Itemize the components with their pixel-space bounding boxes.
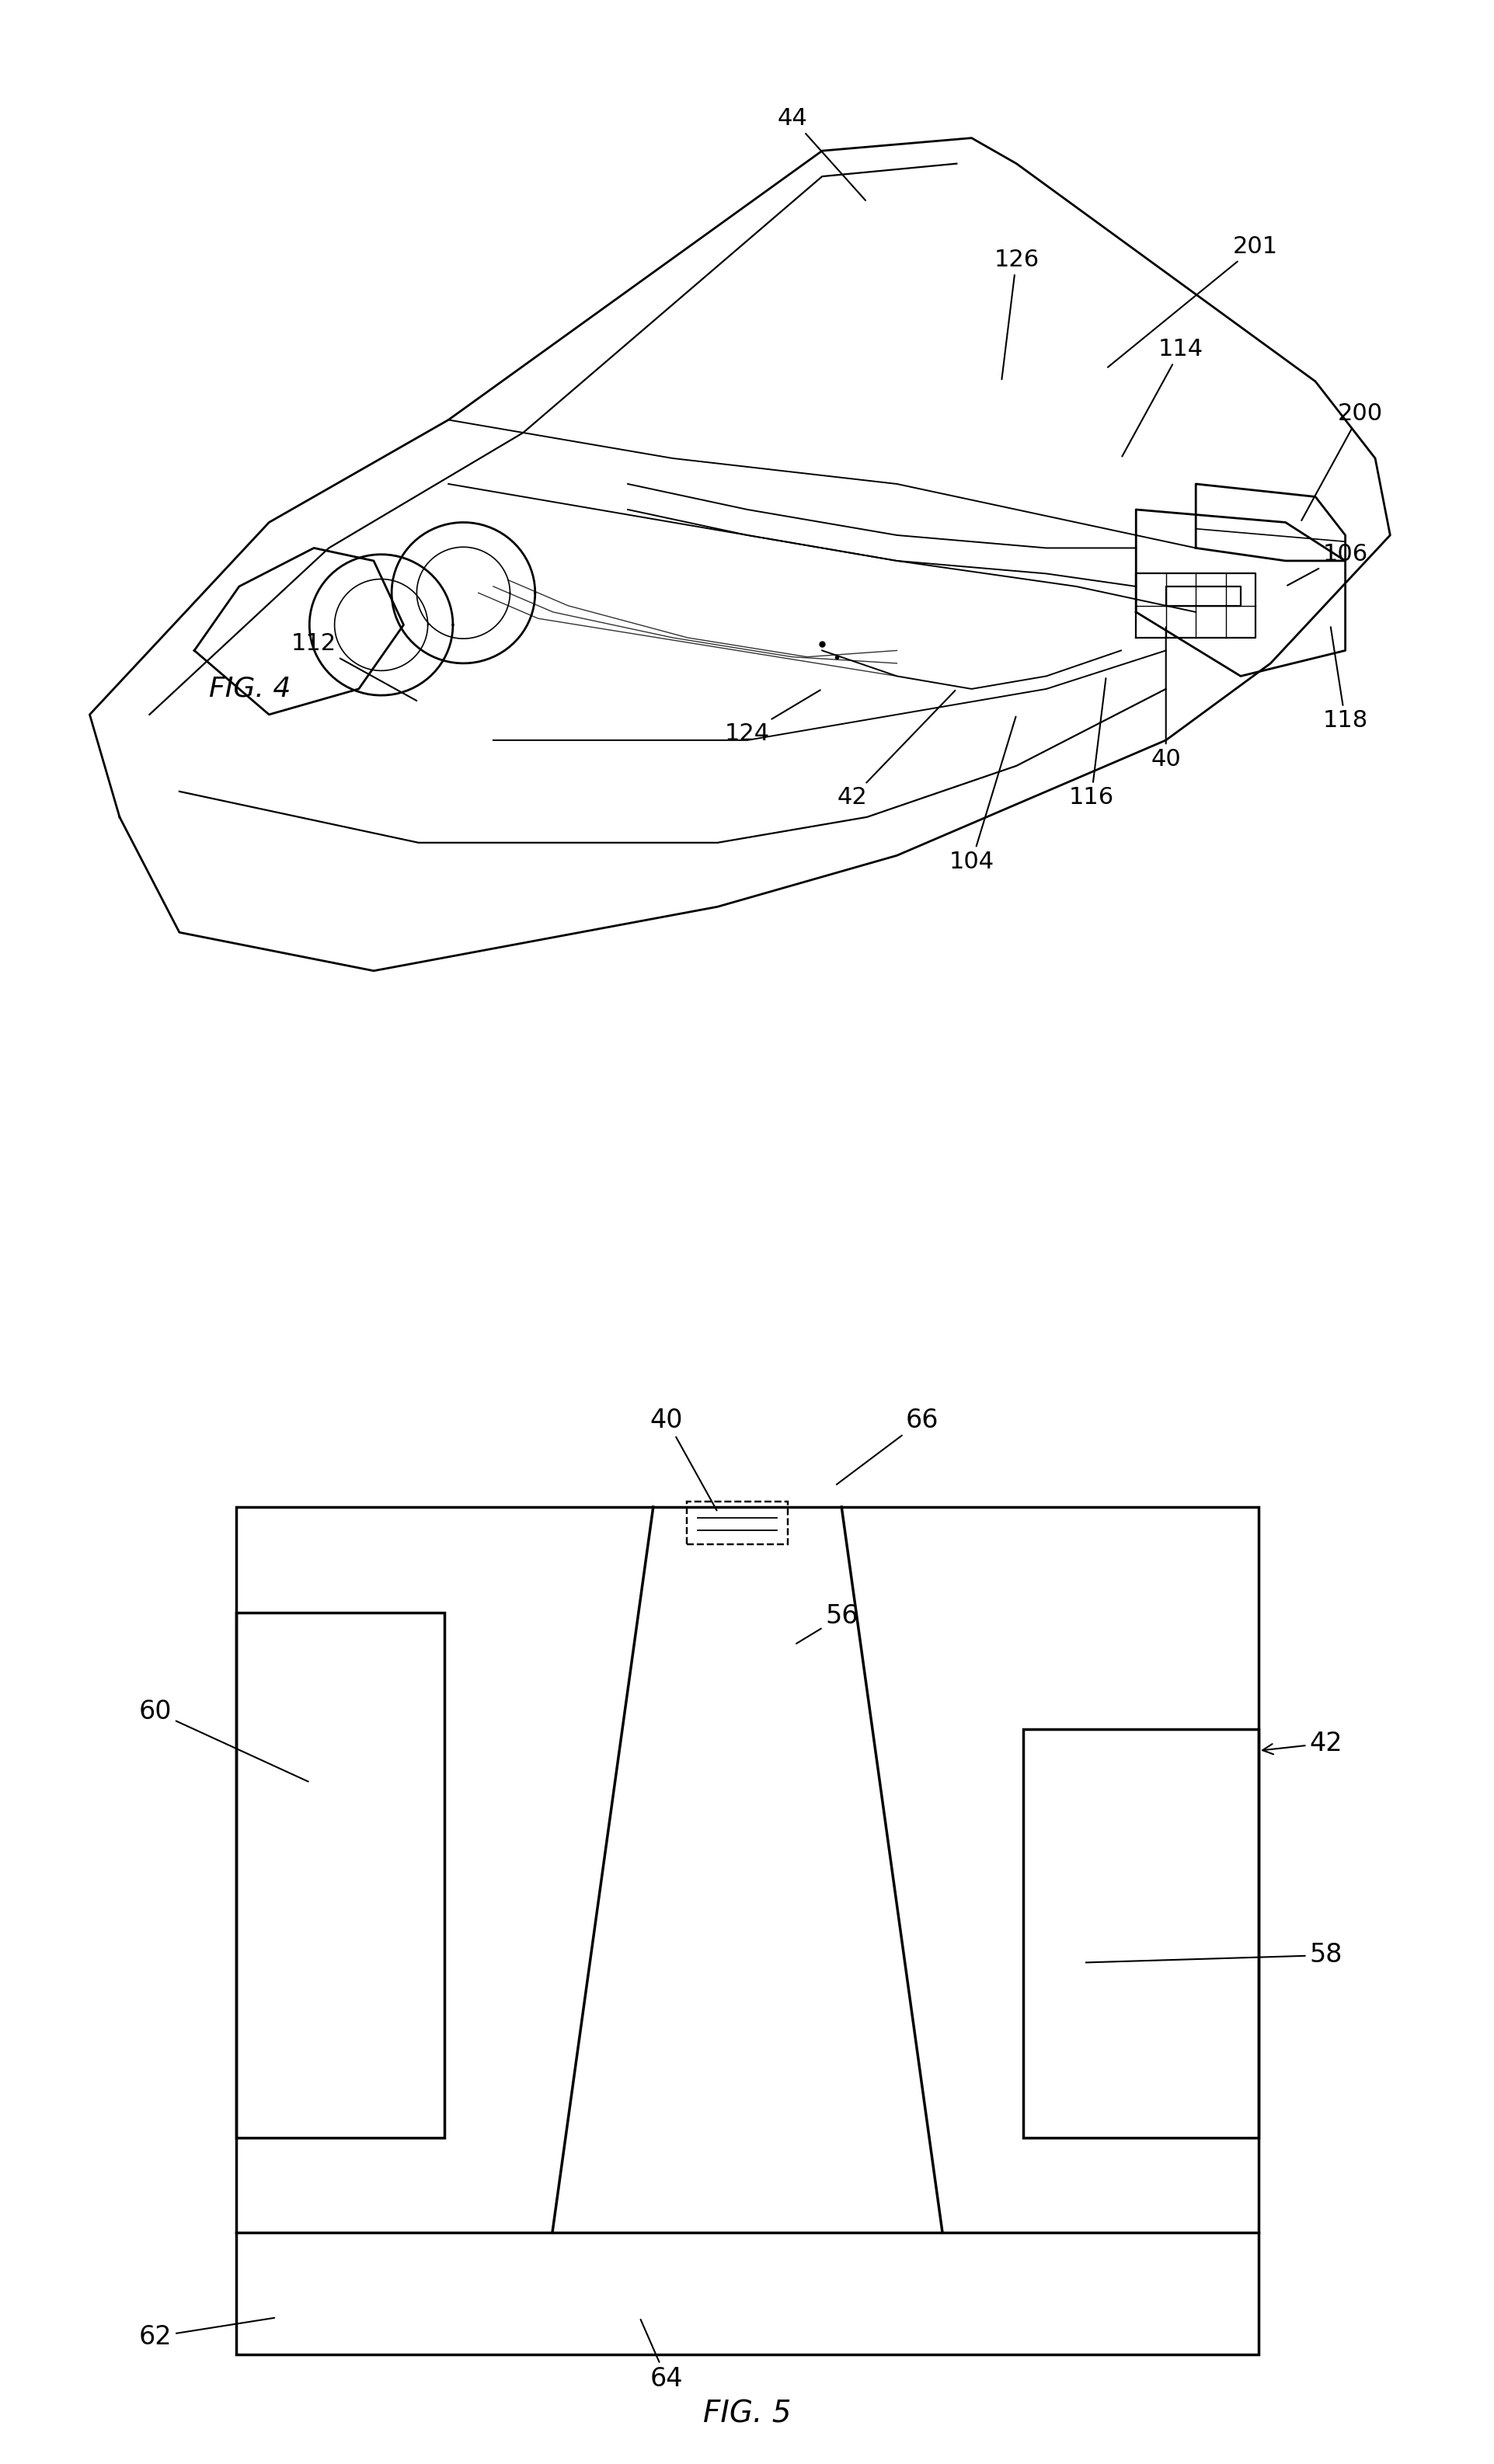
Text: 104: 104 <box>949 717 1016 872</box>
Text: 200: 200 <box>1301 402 1382 520</box>
Text: FIG. 5: FIG. 5 <box>704 2400 790 2430</box>
Text: 201: 201 <box>1107 237 1277 367</box>
Text: 66: 66 <box>837 1407 938 1483</box>
Text: 114: 114 <box>1122 338 1203 456</box>
Text: 40: 40 <box>650 1407 716 1510</box>
Text: 64: 64 <box>641 2319 683 2393</box>
Text: 112: 112 <box>291 633 417 700</box>
Text: FIG. 4: FIG. 4 <box>209 675 291 702</box>
Text: 42: 42 <box>837 690 955 808</box>
Text: 126: 126 <box>994 249 1038 379</box>
Text: 60: 60 <box>139 1698 308 1781</box>
Text: 42: 42 <box>1262 1730 1342 1757</box>
Text: 44: 44 <box>777 108 865 200</box>
Text: 106: 106 <box>1286 542 1367 586</box>
Text: 118: 118 <box>1322 626 1367 732</box>
Text: 40: 40 <box>1150 626 1180 771</box>
Text: 58: 58 <box>1085 1942 1342 1969</box>
Text: 116: 116 <box>1068 678 1113 808</box>
Text: 56: 56 <box>796 1604 858 1643</box>
Text: 124: 124 <box>725 690 820 744</box>
Text: 62: 62 <box>139 2319 275 2351</box>
